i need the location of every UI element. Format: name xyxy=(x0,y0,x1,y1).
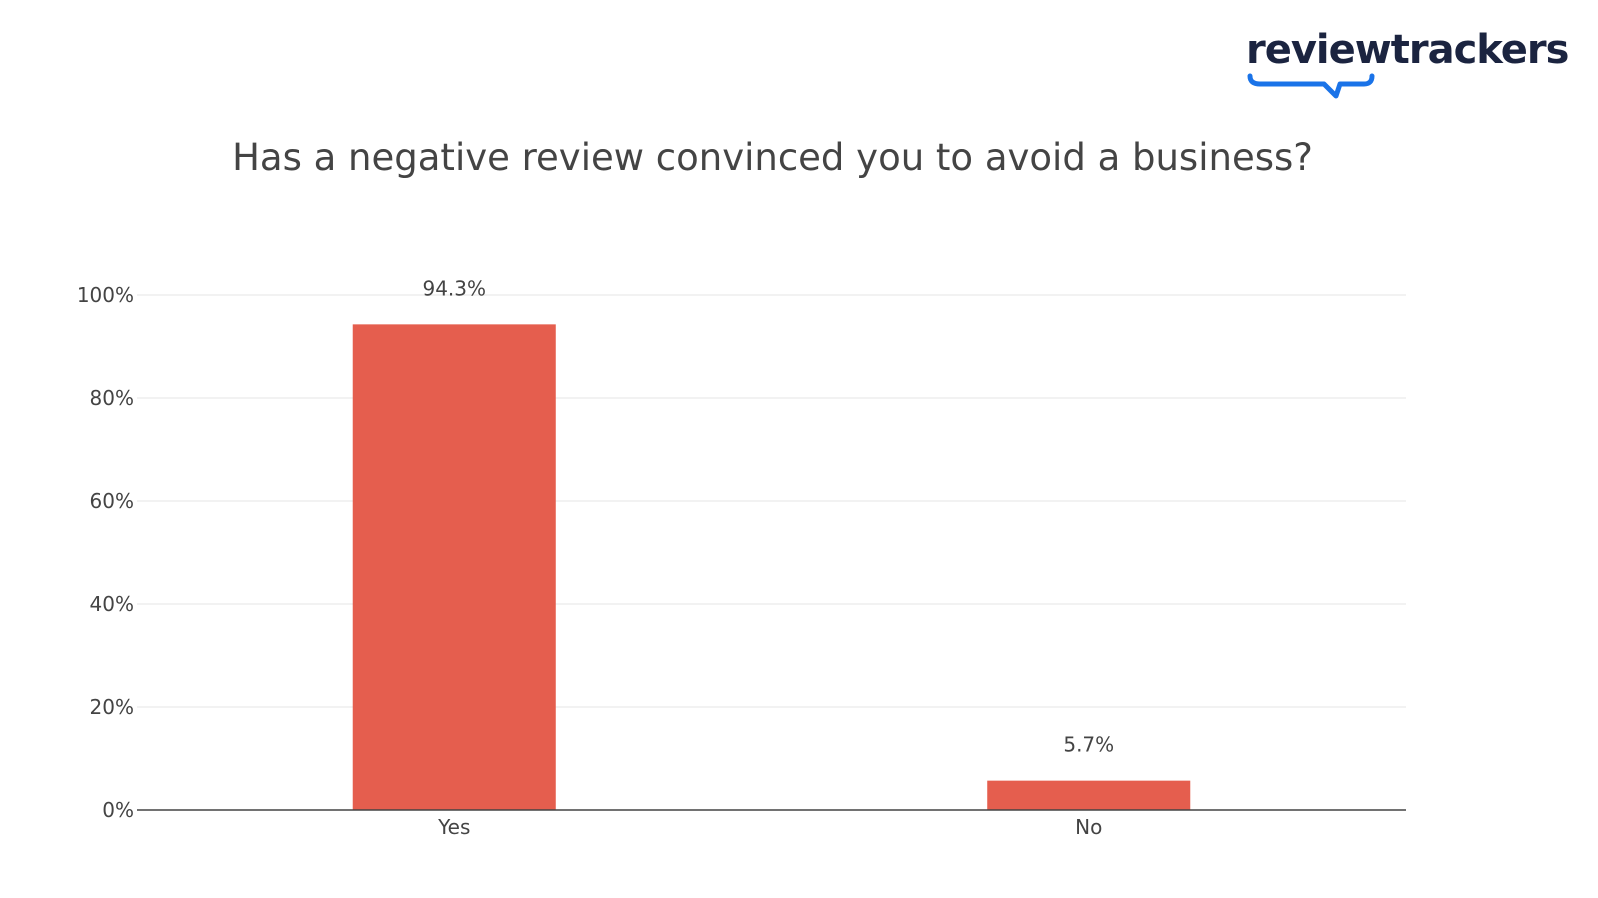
y-tick-label: 60% xyxy=(90,489,134,513)
x-tick-label-no: No xyxy=(1075,815,1102,839)
y-tick-label: 20% xyxy=(90,695,134,719)
data-label-yes: 94.3% xyxy=(422,276,486,300)
bar-no xyxy=(987,780,1191,810)
logo-wordmark: reviewtrackers xyxy=(1246,27,1569,73)
y-tick-label: 80% xyxy=(90,386,134,410)
gridlines xyxy=(137,294,1406,708)
bar-yes xyxy=(352,324,556,810)
reviewtrackers-logo: reviewtrackers xyxy=(1246,26,1569,106)
y-tick-label: 40% xyxy=(90,592,134,616)
bars xyxy=(352,324,1191,810)
chart-title: Has a negative review convinced you to a… xyxy=(232,136,1313,179)
y-tick-label: 100% xyxy=(77,283,134,307)
x-tick-label-yes: Yes xyxy=(437,815,470,839)
y-tick-label: 0% xyxy=(102,798,134,822)
speech-bubble-icon xyxy=(1247,73,1375,99)
data-label-no: 5.7% xyxy=(1063,733,1114,757)
labels: 0% 20% 40% 60% 80% 100% 94.3% Yes 5.7% No xyxy=(77,276,1114,839)
